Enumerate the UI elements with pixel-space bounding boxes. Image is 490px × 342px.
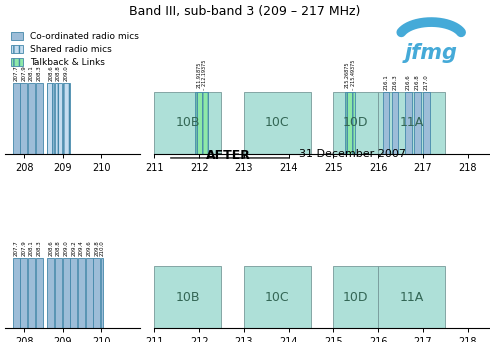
Text: 216.1: 216.1 (384, 74, 389, 90)
Bar (78, 258, 85, 328)
Bar (71, 258, 77, 328)
Bar (405, 92, 412, 154)
Text: AFTER: AFTER (206, 149, 250, 162)
Bar (414, 92, 420, 154)
Text: 217.0: 217.0 (424, 74, 429, 90)
Text: jfmg: jfmg (405, 43, 458, 63)
Text: 208.6: 208.6 (48, 65, 53, 81)
Bar (383, 92, 390, 154)
Bar (244, 92, 311, 154)
Text: 216.3: 216.3 (392, 74, 397, 90)
Text: 208.1: 208.1 (29, 240, 34, 255)
Text: 210.0: 210.0 (99, 240, 104, 255)
Bar (20, 83, 27, 154)
Text: 208.6: 208.6 (48, 240, 53, 255)
Text: 207.7: 207.7 (14, 65, 19, 81)
Legend: Co-ordinated radio mics, Shared radio mics, Talkback & Links: Co-ordinated radio mics, Shared radio mi… (7, 28, 143, 70)
Text: 216.8: 216.8 (415, 74, 420, 90)
Text: 10D: 10D (343, 116, 368, 129)
Bar (101, 258, 103, 328)
Bar (47, 83, 54, 154)
Text: 208.3: 208.3 (37, 240, 42, 255)
Bar (28, 83, 35, 154)
Text: 207.9: 207.9 (21, 240, 26, 255)
Text: 207.7: 207.7 (14, 240, 19, 255)
Text: 209.8: 209.8 (95, 240, 99, 255)
Text: 208.1: 208.1 (29, 65, 34, 81)
Text: 216.6: 216.6 (406, 74, 411, 90)
Bar (13, 258, 20, 328)
Text: 208.8: 208.8 (56, 240, 61, 255)
Bar (47, 258, 54, 328)
Bar (63, 83, 70, 154)
Text: 10C: 10C (265, 291, 290, 304)
Bar (244, 266, 311, 328)
Bar (333, 92, 378, 154)
Bar (28, 258, 35, 328)
Bar (333, 266, 378, 328)
Bar (20, 258, 27, 328)
Text: 10B: 10B (176, 116, 200, 129)
Bar (55, 258, 62, 328)
Text: Band III, sub-band 3 (209 – 217 MHz): Band III, sub-band 3 (209 – 217 MHz) (129, 5, 361, 18)
Bar (423, 92, 430, 154)
Bar (13, 83, 20, 154)
Bar (86, 258, 93, 328)
Bar (94, 258, 100, 328)
Text: 209.6: 209.6 (87, 240, 92, 255)
Text: 11A: 11A (399, 116, 424, 129)
Text: 10C: 10C (265, 116, 290, 129)
Bar (36, 83, 43, 154)
Text: 211.91875
– 212.19375: 211.91875 – 212.19375 (196, 59, 207, 90)
Text: 11A: 11A (399, 291, 424, 304)
Bar (63, 258, 70, 328)
Bar (378, 266, 445, 328)
Bar (345, 92, 355, 154)
Text: 31 December 2007: 31 December 2007 (299, 149, 406, 159)
Text: 10D: 10D (343, 291, 368, 304)
Text: 209.0: 209.0 (64, 240, 69, 255)
Text: 209.4: 209.4 (79, 240, 84, 255)
Bar (154, 266, 221, 328)
Text: 209.2: 209.2 (72, 240, 76, 255)
Text: 208.3: 208.3 (37, 65, 42, 81)
Text: 10B: 10B (176, 291, 200, 304)
Text: 209.0: 209.0 (64, 65, 69, 81)
Bar (154, 92, 221, 154)
Bar (392, 92, 398, 154)
Bar (378, 92, 445, 154)
Text: 208.8: 208.8 (56, 65, 61, 81)
Text: 207.9: 207.9 (21, 65, 26, 81)
Text: 215.26875
– 215.49375: 215.26875 – 215.49375 (345, 59, 356, 90)
Bar (196, 92, 208, 154)
Bar (55, 83, 62, 154)
Bar (36, 258, 43, 328)
